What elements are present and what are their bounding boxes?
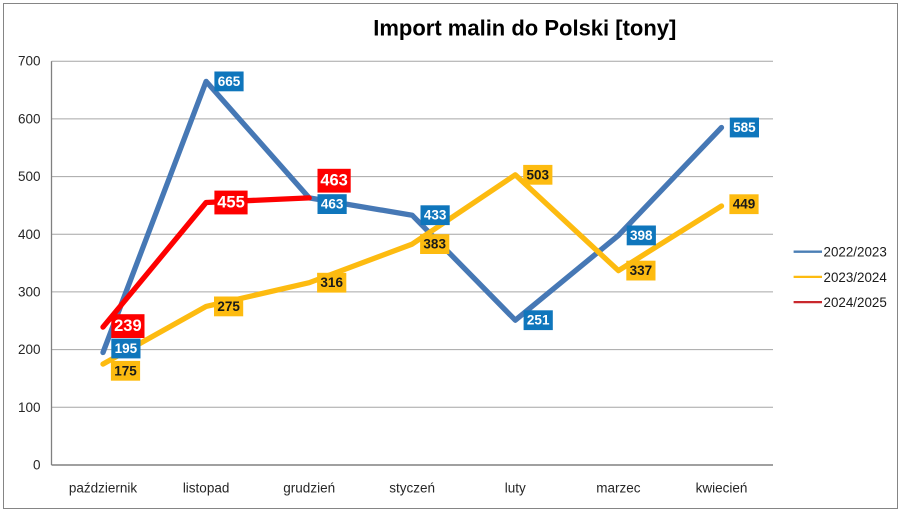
svg-text:700: 700 (18, 54, 41, 69)
svg-text:luty: luty (505, 481, 526, 496)
svg-text:433: 433 (424, 208, 447, 223)
svg-text:665: 665 (218, 74, 241, 89)
svg-text:kwiecień: kwiecień (696, 481, 748, 496)
svg-text:400: 400 (18, 227, 41, 242)
svg-text:styczeń: styczeń (389, 481, 435, 496)
svg-text:455: 455 (217, 194, 245, 212)
svg-text:grudzień: grudzień (283, 481, 335, 496)
svg-text:500: 500 (18, 169, 41, 184)
svg-text:październik: październik (69, 481, 138, 496)
svg-text:316: 316 (320, 275, 343, 290)
svg-text:463: 463 (321, 197, 344, 212)
svg-text:600: 600 (18, 111, 41, 126)
svg-text:2023/2024: 2023/2024 (824, 270, 888, 285)
svg-text:398: 398 (630, 228, 653, 243)
svg-text:585: 585 (733, 120, 756, 135)
svg-text:239: 239 (114, 317, 142, 335)
svg-text:300: 300 (18, 284, 41, 299)
svg-text:listopad: listopad (183, 481, 230, 496)
svg-text:2024/2025: 2024/2025 (824, 295, 887, 310)
svg-text:200: 200 (18, 342, 41, 357)
svg-text:0: 0 (33, 458, 41, 473)
svg-text:337: 337 (630, 263, 653, 278)
svg-text:251: 251 (527, 313, 550, 328)
svg-text:100: 100 (18, 400, 41, 415)
svg-text:marzec: marzec (596, 481, 641, 496)
svg-text:383: 383 (423, 237, 446, 252)
svg-text:449: 449 (733, 197, 756, 212)
svg-text:463: 463 (320, 172, 348, 190)
svg-text:503: 503 (527, 167, 550, 182)
svg-text:2022/2023: 2022/2023 (824, 245, 887, 260)
svg-text:175: 175 (114, 363, 137, 378)
svg-text:Import malin do Polski [tony]: Import malin do Polski [tony] (373, 16, 676, 41)
svg-text:195: 195 (115, 341, 138, 356)
svg-text:275: 275 (217, 299, 240, 314)
